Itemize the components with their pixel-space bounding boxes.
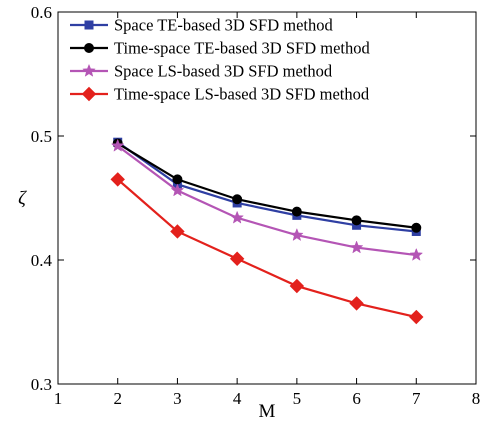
series-line <box>116 178 417 319</box>
x-tick-label: 7 <box>412 389 421 408</box>
series-line <box>117 141 417 233</box>
x-tick-label: 6 <box>352 389 361 408</box>
legend-marker <box>84 43 94 53</box>
x-tick-label: 3 <box>173 389 182 408</box>
legend-label: Time-space LS-based 3D SFD method <box>114 85 370 104</box>
y-tick-label: 0.4 <box>31 251 53 270</box>
series-lines <box>110 137 424 325</box>
legend-marker <box>84 20 94 30</box>
data-point <box>229 251 245 266</box>
y-axis-label: ζ <box>18 188 27 209</box>
data-point <box>351 215 362 226</box>
legend-label: Time-space TE-based 3D SFD method <box>114 39 370 58</box>
y-tick-label: 0.5 <box>31 127 52 146</box>
plot-frame <box>57 11 477 385</box>
legend-label: Space LS-based 3D SFD method <box>114 62 333 81</box>
data-point <box>349 240 364 254</box>
data-point <box>409 309 424 325</box>
data-point <box>232 194 243 205</box>
data-point <box>170 224 185 239</box>
x-tick-label: 1 <box>54 389 63 408</box>
x-tick-label: 4 <box>233 389 242 408</box>
series-line <box>117 142 417 229</box>
data-point <box>170 183 185 197</box>
y-tick-label: 0.3 <box>31 375 52 394</box>
y-tick-label: 0.6 <box>31 3 52 22</box>
x-tick-label: 5 <box>293 389 302 408</box>
legend-marker <box>81 86 97 102</box>
legend-marker <box>82 63 96 77</box>
data-point <box>291 206 302 217</box>
legend-item: Space TE-based 3D SFD method <box>70 16 333 35</box>
series-1 <box>113 137 421 236</box>
data-point <box>409 247 424 261</box>
legend: Space TE-based 3D SFD method Time-space T… <box>70 16 370 104</box>
axis-ticks: 1 2 3 4 5 6 7 8 0.3 0.4 0.5 0.6 <box>31 3 481 408</box>
data-point <box>110 172 125 187</box>
series-4 <box>110 172 424 325</box>
legend-item: Time-space TE-based 3D SFD method <box>70 39 370 58</box>
data-point <box>290 228 304 242</box>
data-point <box>289 278 305 294</box>
x-tick-label: 2 <box>113 389 122 408</box>
data-point <box>349 296 364 311</box>
data-point <box>230 210 244 224</box>
x-axis-label: M <box>259 401 276 422</box>
data-point <box>110 138 125 152</box>
x-tick-label: 8 <box>472 389 481 408</box>
data-point <box>172 174 183 185</box>
data-point <box>411 222 422 233</box>
legend-label: Space TE-based 3D SFD method <box>114 16 333 35</box>
plot-area-border <box>57 11 477 385</box>
legend-item: Space LS-based 3D SFD method <box>70 62 333 81</box>
series-line <box>117 145 417 257</box>
legend-item: Time-space LS-based 3D SFD method <box>70 85 370 104</box>
series-2 <box>112 138 422 233</box>
series-3 <box>110 138 424 261</box>
